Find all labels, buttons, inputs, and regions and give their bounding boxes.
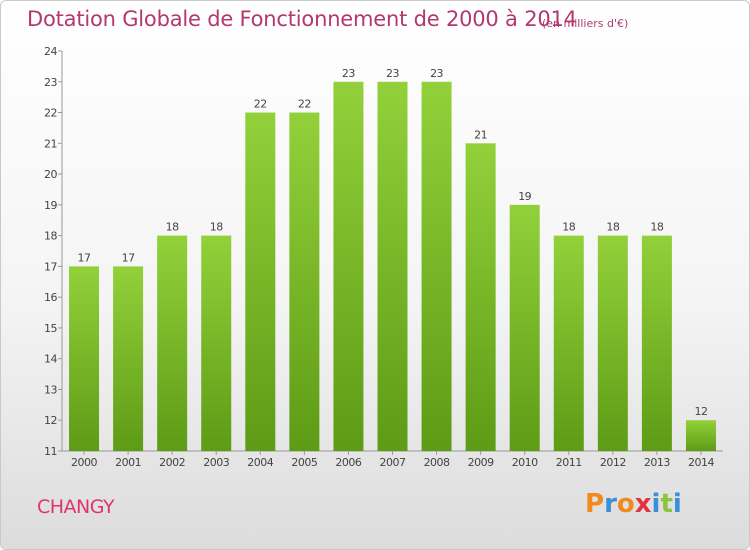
x-tick-label: 2007 xyxy=(380,456,406,469)
bar-value-label: 18 xyxy=(562,221,575,234)
logo-letter: P xyxy=(585,489,605,519)
y-tick-label: 18 xyxy=(44,230,57,243)
bar-value-label: 22 xyxy=(254,98,267,111)
logo-letter: x xyxy=(634,489,652,519)
bar-2013 xyxy=(641,235,672,451)
y-tick-label: 12 xyxy=(44,414,57,427)
bar-2000 xyxy=(69,266,100,451)
bar-value-label: 17 xyxy=(122,251,135,264)
y-tick-label: 14 xyxy=(44,353,57,366)
y-tick-label: 24 xyxy=(44,45,57,58)
logo-letter: r xyxy=(604,489,617,519)
x-tick-label: 2008 xyxy=(424,456,450,469)
bar-value-label: 12 xyxy=(694,405,707,418)
bar-value-label: 22 xyxy=(298,98,311,111)
x-tick-label: 2001 xyxy=(115,456,141,469)
x-tick-label: 2012 xyxy=(600,456,626,469)
bar-value-label: 21 xyxy=(474,128,487,141)
y-tick-label: 17 xyxy=(44,260,57,273)
bar-2012 xyxy=(597,235,628,451)
x-tick-label: 2000 xyxy=(71,456,97,469)
x-tick-label: 2003 xyxy=(203,456,229,469)
x-tick-label: 2006 xyxy=(335,456,361,469)
bar-value-label: 18 xyxy=(210,221,223,234)
chart-subtitle: (en milliers d'€) xyxy=(542,17,629,30)
y-tick-label: 15 xyxy=(44,322,57,335)
logo-letter: o xyxy=(616,489,635,519)
x-tick-label: 2009 xyxy=(468,456,494,469)
bar-2005 xyxy=(289,112,320,452)
bar-2006 xyxy=(333,81,364,452)
bar-value-label: 19 xyxy=(518,190,531,203)
x-tick-label: 2005 xyxy=(291,456,317,469)
bar-value-label: 23 xyxy=(342,67,355,80)
x-tick-label: 2010 xyxy=(512,456,538,469)
logo-letter: i xyxy=(672,489,682,519)
proxiti-logo: Proxiti xyxy=(585,489,682,519)
x-tick-label: 2011 xyxy=(556,456,582,469)
x-tick-label: 2013 xyxy=(644,456,670,469)
y-tick-label: 13 xyxy=(44,383,57,396)
logo-letter: i xyxy=(651,489,661,519)
y-tick-label: 11 xyxy=(44,445,57,458)
bar-2007 xyxy=(377,81,408,452)
bar-2003 xyxy=(201,235,232,451)
bar-2008 xyxy=(421,81,452,452)
bar-2002 xyxy=(157,235,188,451)
commune-name: CHANGY xyxy=(37,496,115,518)
y-tick-label: 23 xyxy=(44,76,57,89)
bar-2011 xyxy=(553,235,584,451)
bar-value-label: 23 xyxy=(430,67,443,80)
logo-letter: t xyxy=(660,489,673,519)
bar-2010 xyxy=(509,204,540,451)
bar-2001 xyxy=(113,266,144,451)
bar-value-label: 18 xyxy=(650,221,663,234)
x-tick-label: 2004 xyxy=(247,456,273,469)
bar-2009 xyxy=(465,143,496,452)
y-tick-label: 21 xyxy=(44,137,57,150)
bar-2014 xyxy=(685,420,716,451)
y-tick-label: 22 xyxy=(44,107,57,120)
bar-value-label: 18 xyxy=(166,221,179,234)
y-tick-label: 19 xyxy=(44,199,57,212)
y-tick-label: 20 xyxy=(44,168,57,181)
x-tick-label: 2014 xyxy=(688,456,714,469)
chart-title: Dotation Globale de Fonctionnement de 20… xyxy=(27,7,577,31)
bar-2004 xyxy=(245,112,276,452)
bar-value-label: 23 xyxy=(386,67,399,80)
y-tick-label: 16 xyxy=(44,291,57,304)
bar-value-label: 18 xyxy=(606,221,619,234)
bar-value-label: 17 xyxy=(78,251,91,264)
x-tick-label: 2002 xyxy=(159,456,185,469)
